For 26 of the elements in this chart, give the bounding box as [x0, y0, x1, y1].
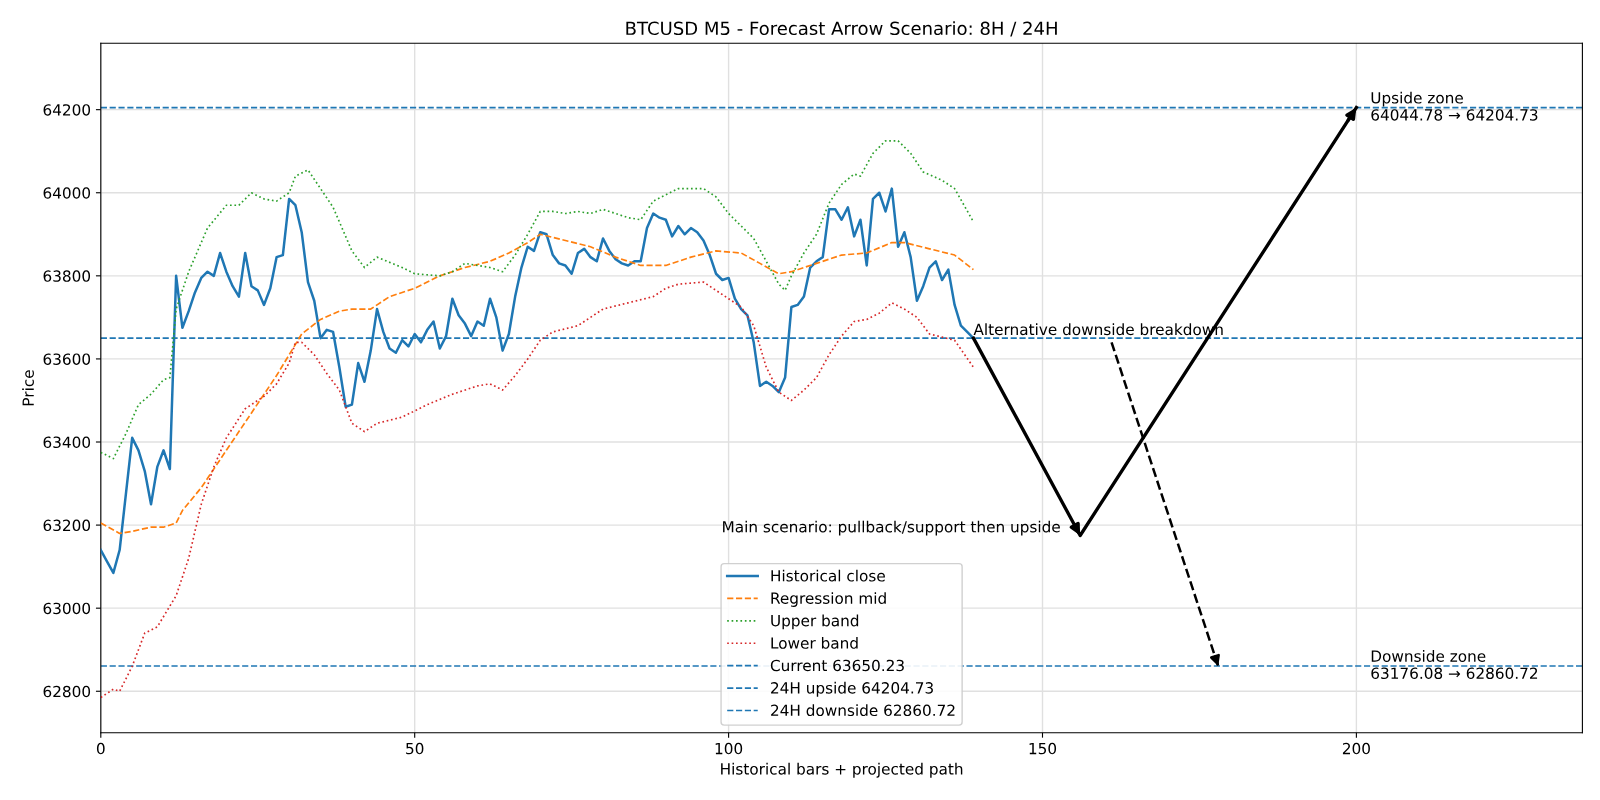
legend-label: Current 63650.23 — [770, 659, 904, 672]
y-tick-label: 62800 — [43, 685, 91, 698]
annotation: Downside zone 63176.08 → 62860.72 — [1371, 650, 1538, 680]
x-tick-label: 0 — [96, 742, 105, 755]
x-tick-label: 50 — [406, 742, 424, 755]
legend-label: 24H upside 64204.73 — [771, 681, 933, 697]
legend-label: 24H downside 62860.72 — [771, 704, 955, 717]
y-tick-label: 63000 — [43, 602, 91, 615]
chart-title: BTCUSD M5 - Forecast Arrow Scenario: 8H / 24H — [626, 21, 1057, 37]
annotation: Upside zone 64044.78 → 64204.73 — [1371, 91, 1538, 121]
legend-label: Lower band — [771, 636, 858, 649]
x-axis-title: Historical bars + projected path — [721, 762, 963, 778]
y-tick-label: 64200 — [43, 104, 91, 116]
y-tick-label: 63800 — [43, 270, 91, 282]
y-tick-label: 63600 — [43, 353, 91, 365]
x-tick-label: 150 — [1029, 742, 1057, 755]
y-tick-label: 64000 — [43, 187, 91, 199]
legend-label: Historical close — [771, 569, 885, 582]
legend-label: Upper band — [771, 614, 859, 630]
y-tick-label: 63400 — [43, 436, 91, 449]
x-tick-label: 200 — [1342, 742, 1370, 755]
y-axis-title: Price — [22, 370, 34, 406]
y-tick-label: 63200 — [43, 519, 91, 532]
legend-label: Regression mid — [771, 592, 886, 607]
annotation: Main scenario: pullback/support then upside — [723, 520, 1060, 536]
x-tick-label: 100 — [715, 742, 743, 755]
